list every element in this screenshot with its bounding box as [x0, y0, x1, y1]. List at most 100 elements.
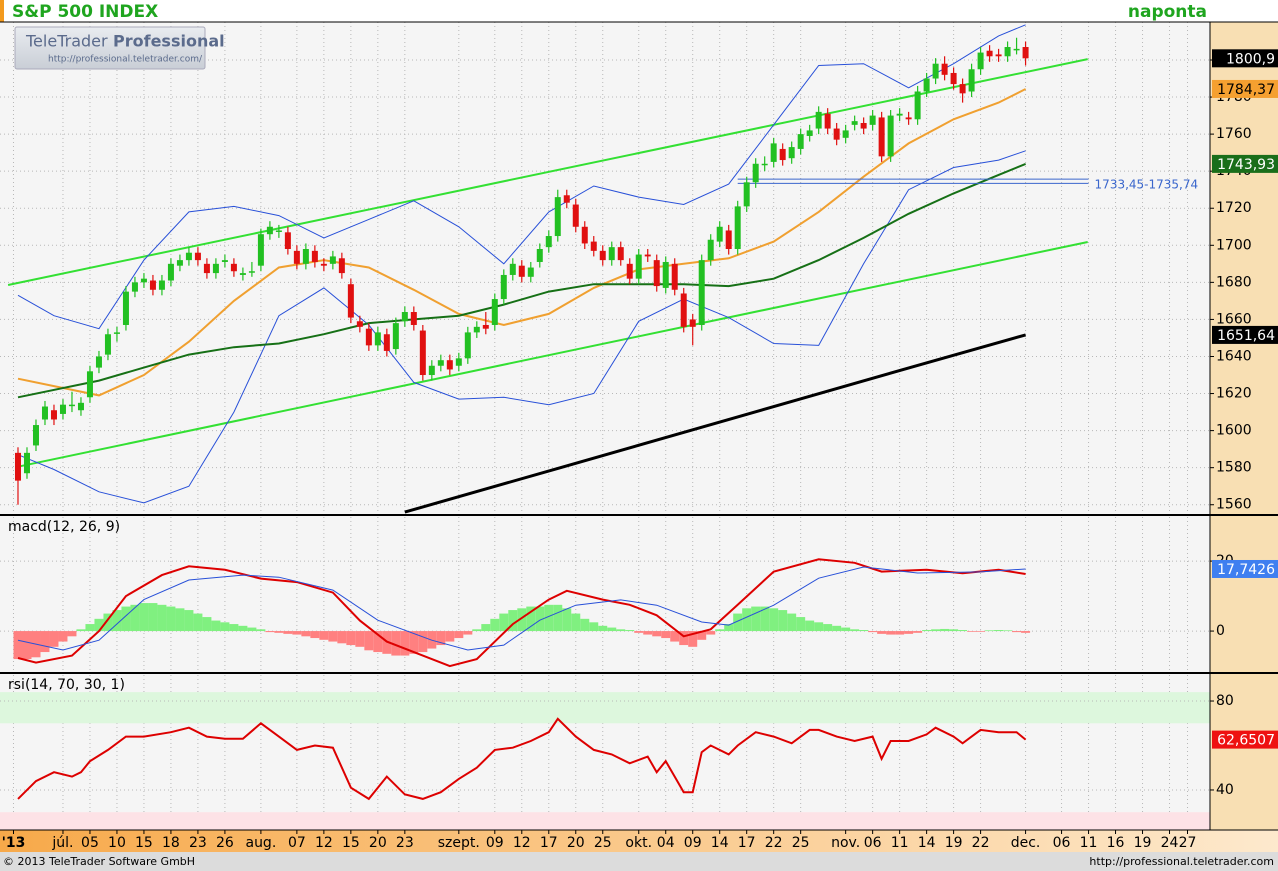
price-tag-label: 17,7426 — [1217, 562, 1275, 578]
histogram-bar — [724, 624, 734, 632]
candle-body — [851, 121, 858, 125]
candle-body — [203, 263, 210, 274]
price-tag — [1212, 730, 1278, 749]
candle-body — [374, 332, 381, 346]
y-tick-label: 1660 — [1216, 311, 1252, 327]
candle-body — [293, 250, 300, 264]
histogram-bar — [364, 631, 374, 651]
x-tick-label: 11 — [1080, 835, 1098, 851]
histogram-bar — [616, 629, 626, 632]
candle-body — [302, 249, 309, 264]
candle-body — [176, 260, 183, 266]
histogram-bar — [625, 630, 635, 632]
candle-body — [410, 312, 417, 325]
histogram-bar — [139, 603, 149, 632]
panel-title: rsi(14, 70, 30, 1) — [8, 677, 125, 693]
x-tick-label: 10 — [108, 835, 126, 851]
histogram-bar — [337, 631, 347, 644]
histogram-bar — [940, 628, 950, 632]
x-tick-label: szept. — [438, 835, 480, 851]
header-bar — [0, 0, 1278, 22]
candle-body — [392, 323, 399, 350]
histogram-bar — [112, 610, 122, 632]
histogram-bar — [94, 618, 104, 632]
histogram-bar — [40, 631, 50, 653]
x-tick-label: 22 — [765, 835, 783, 851]
x-tick-label: 26 — [216, 835, 234, 851]
x-tick-label: 20 — [369, 835, 387, 851]
candle-body — [284, 232, 291, 250]
histogram-bar — [346, 631, 356, 646]
candle-body — [77, 402, 84, 411]
histogram-bar — [355, 631, 365, 647]
histogram-bar — [805, 620, 815, 632]
candle-body — [482, 324, 489, 329]
histogram-bar — [715, 629, 725, 632]
price-tag — [1212, 49, 1278, 68]
histogram-bar — [958, 630, 968, 632]
histogram-bar — [220, 622, 230, 632]
histogram-bar — [166, 606, 176, 632]
candle-body — [635, 254, 642, 279]
candle-body — [986, 50, 993, 57]
logo-url: http://professional.teletrader.com/ — [48, 55, 203, 65]
candle-body — [725, 230, 732, 250]
histogram-bar — [499, 613, 509, 632]
histogram-bar — [238, 625, 248, 632]
x-tick-label: 18 — [162, 835, 180, 851]
histogram-bar — [994, 630, 1004, 632]
footer-url: http://professional.teletrader.com — [1089, 855, 1274, 868]
x-tick-label: 09 — [486, 835, 504, 851]
candle-body — [815, 111, 822, 129]
histogram-bar — [688, 631, 698, 647]
x-tick-label: 06 — [864, 835, 882, 851]
histogram-bar — [850, 629, 860, 632]
candle-body — [131, 282, 138, 292]
price-tag — [1212, 559, 1278, 578]
x-tick-label: nov. — [831, 835, 860, 851]
candle-body — [32, 425, 39, 446]
candle-body — [806, 130, 813, 136]
candle-body — [68, 404, 75, 407]
candle-body — [554, 197, 561, 237]
x-tick-label: 24 — [1161, 835, 1179, 851]
x-tick-label: 12 — [513, 835, 531, 851]
x-tick-label: 06 — [1053, 835, 1071, 851]
candle-body — [932, 63, 939, 79]
copyright: © 2013 TeleTrader Software GmbH — [3, 855, 195, 868]
price-tag — [1212, 154, 1278, 173]
range-label: 1733,45-1735,74 — [1095, 178, 1199, 192]
candle-body — [905, 117, 912, 120]
histogram-bar — [670, 631, 680, 642]
candle-body — [716, 226, 723, 242]
histogram-bar — [103, 613, 113, 632]
date-axis-strip — [0, 830, 1278, 852]
candle-body — [842, 130, 849, 138]
candle-body — [509, 263, 516, 275]
candle-body — [122, 291, 129, 325]
histogram-bar — [913, 631, 923, 633]
candle-body — [1013, 48, 1020, 51]
histogram-bar — [868, 631, 878, 633]
y-tick-label: 1680 — [1216, 274, 1252, 290]
candle-body — [671, 263, 678, 290]
x-tick-label: 25 — [792, 835, 810, 851]
histogram-bar — [1012, 631, 1022, 633]
candle-body — [428, 365, 435, 376]
histogram-bar — [490, 618, 500, 632]
histogram-bar — [454, 631, 464, 639]
histogram-bar — [283, 631, 293, 634]
candle-body — [167, 263, 174, 281]
histogram-bar — [463, 631, 473, 635]
x-tick-label: 25 — [594, 835, 612, 851]
histogram-bar — [886, 631, 896, 635]
candle-body — [500, 274, 507, 300]
x-tick-label: 15 — [135, 835, 153, 851]
histogram-bar — [1003, 630, 1013, 632]
candle-body — [275, 230, 282, 232]
x-tick-label: 23 — [396, 835, 414, 851]
candle-body — [752, 163, 759, 183]
histogram-bar — [517, 608, 527, 632]
price-tag-label: 1784,37 — [1217, 82, 1275, 98]
